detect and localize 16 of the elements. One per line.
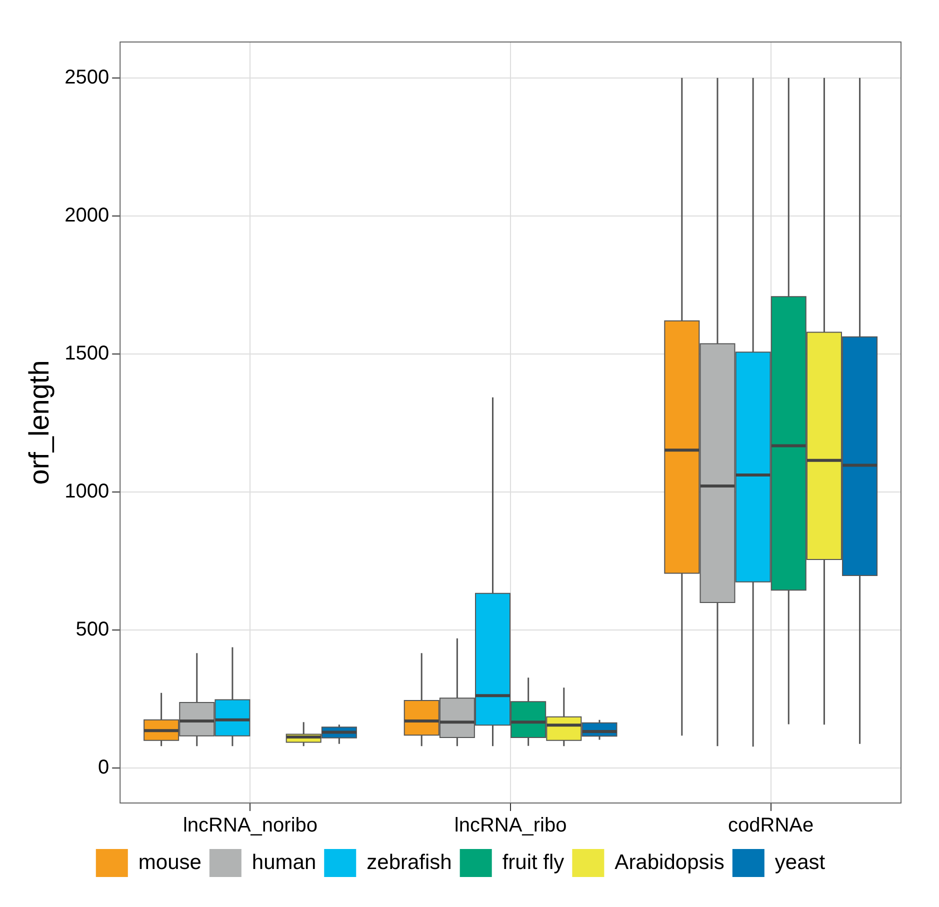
y-tick-label: 0 [98, 756, 110, 779]
y-tick-label: 2000 [64, 204, 110, 226]
y-tick-label: 1000 [64, 480, 110, 503]
x-tick-label: lncRNA_noribo [182, 814, 318, 837]
legend-label: mouse [138, 850, 202, 874]
legend-label: human [252, 850, 316, 874]
legend-label: Arabidopsis [614, 850, 724, 874]
y-axis-title: orf_length [24, 360, 55, 485]
legend-label: zebrafish [366, 850, 452, 874]
y-tick-label: 500 [76, 618, 110, 641]
y-tick-label: 1500 [64, 342, 110, 365]
x-tick-label: lncRNA_ribo [454, 814, 567, 837]
legend-label: fruit fly [502, 850, 565, 874]
y-tick-label: 2500 [64, 66, 110, 88]
legend-label: yeast [774, 850, 826, 874]
x-tick-label: codRNAe [728, 814, 814, 837]
